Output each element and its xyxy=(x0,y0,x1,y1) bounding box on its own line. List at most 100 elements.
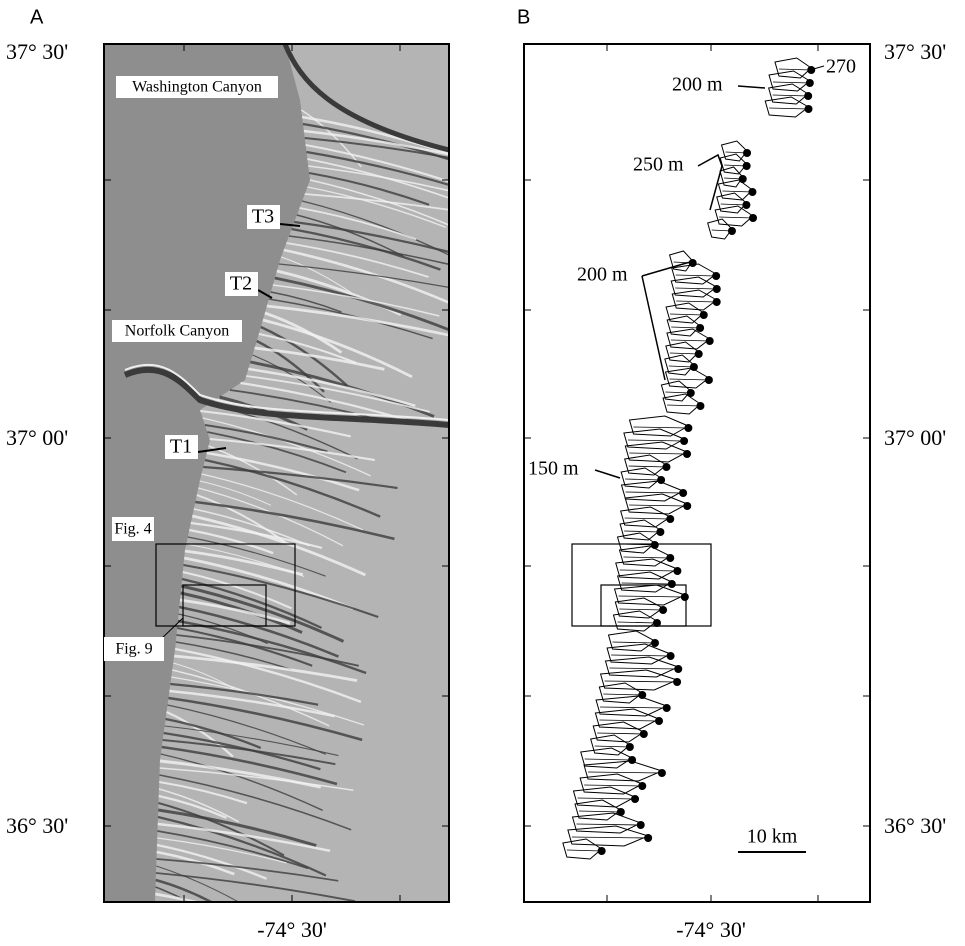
drainage-basin xyxy=(583,760,664,782)
drainage-basin xyxy=(606,643,672,665)
channel xyxy=(619,608,664,611)
basin-outlet xyxy=(742,201,751,209)
lat-label: 37° 00' xyxy=(6,425,68,450)
basin-outlet xyxy=(686,389,695,397)
gully xyxy=(201,473,364,531)
basin-outlet xyxy=(652,619,661,627)
transect-label: T2 xyxy=(230,273,252,295)
channel xyxy=(617,621,657,624)
channel xyxy=(584,784,643,787)
gully xyxy=(246,375,430,413)
drainage-basin xyxy=(664,354,695,376)
leader xyxy=(809,65,825,71)
frame-b xyxy=(523,43,871,903)
place-name: Norfolk Canyon xyxy=(125,323,229,340)
basin-outlet xyxy=(694,350,703,358)
basin-outlet xyxy=(679,489,688,497)
basin-outlet xyxy=(712,272,721,280)
gully xyxy=(199,480,272,506)
gully xyxy=(301,115,449,155)
transect-label: T1 xyxy=(170,436,192,458)
channel xyxy=(778,68,812,71)
transect-label: T3 xyxy=(252,206,274,228)
gully xyxy=(268,298,433,340)
drainage-basin xyxy=(574,799,622,821)
gully xyxy=(158,808,317,847)
gully xyxy=(303,129,449,156)
gully xyxy=(156,858,339,882)
drainage-basin xyxy=(660,380,692,402)
basin-outlet xyxy=(673,567,682,575)
drainage-basin xyxy=(620,480,685,502)
drainage-basin xyxy=(620,506,672,528)
lat-label: 37° 30' xyxy=(6,39,68,64)
channel xyxy=(625,491,684,494)
gully xyxy=(248,367,416,407)
channel xyxy=(619,569,678,572)
panel-label: A xyxy=(30,6,44,28)
basin-outlet xyxy=(680,437,689,445)
channel xyxy=(670,313,704,316)
basin-outlet xyxy=(749,214,758,222)
label-bg xyxy=(112,320,242,342)
channel xyxy=(629,504,688,507)
channel xyxy=(611,654,671,657)
relief-map xyxy=(104,44,449,902)
gully xyxy=(304,193,449,211)
drainage-basin xyxy=(671,263,718,285)
canyon-highlight xyxy=(124,363,449,421)
drainage-basin xyxy=(665,302,705,324)
gully xyxy=(159,780,248,805)
gully xyxy=(272,284,440,317)
gully xyxy=(307,186,447,228)
basin-outlet xyxy=(666,515,675,523)
scale-label: 10 km xyxy=(747,826,798,848)
channel xyxy=(584,758,633,761)
basin-outlet xyxy=(657,476,666,484)
basin-outlet xyxy=(659,606,668,614)
gully xyxy=(256,339,325,393)
gully xyxy=(190,521,323,549)
gully xyxy=(183,563,379,619)
gully xyxy=(270,291,342,313)
gully xyxy=(307,158,449,199)
gully xyxy=(204,458,381,518)
basin-outlet xyxy=(673,678,682,686)
gully xyxy=(169,689,335,718)
gully xyxy=(266,304,449,337)
channel xyxy=(720,203,747,206)
basin-outlet xyxy=(688,259,697,267)
channel xyxy=(612,641,655,644)
channel xyxy=(576,823,641,826)
basin-outlet xyxy=(655,717,664,725)
lon-label: -74° 30' xyxy=(257,917,327,942)
gully xyxy=(286,242,429,278)
gully xyxy=(196,494,286,543)
drainage-basin xyxy=(624,441,689,463)
gully xyxy=(204,423,328,453)
gully xyxy=(184,549,304,577)
basin-outlet xyxy=(742,162,751,170)
channel xyxy=(675,287,717,290)
gully xyxy=(160,753,323,811)
figure-box-label: Fig. 9 xyxy=(115,641,152,658)
drainage-basin xyxy=(580,747,634,769)
gully xyxy=(283,248,449,305)
channel xyxy=(670,339,710,342)
channel xyxy=(604,680,678,683)
channel xyxy=(609,667,679,670)
leader xyxy=(641,275,666,381)
basin-outlet xyxy=(804,92,813,100)
leader xyxy=(197,447,227,453)
gully xyxy=(162,739,336,766)
basin-outlet xyxy=(662,463,671,471)
basin-outlet xyxy=(683,502,692,510)
channel xyxy=(668,365,694,368)
basin-outlet xyxy=(727,227,736,235)
gully xyxy=(159,774,352,831)
basin-outlet xyxy=(644,834,653,842)
depth-label: 200 m xyxy=(672,74,723,96)
gully xyxy=(260,325,348,387)
basin-outlet xyxy=(662,704,671,712)
leader xyxy=(279,223,301,227)
